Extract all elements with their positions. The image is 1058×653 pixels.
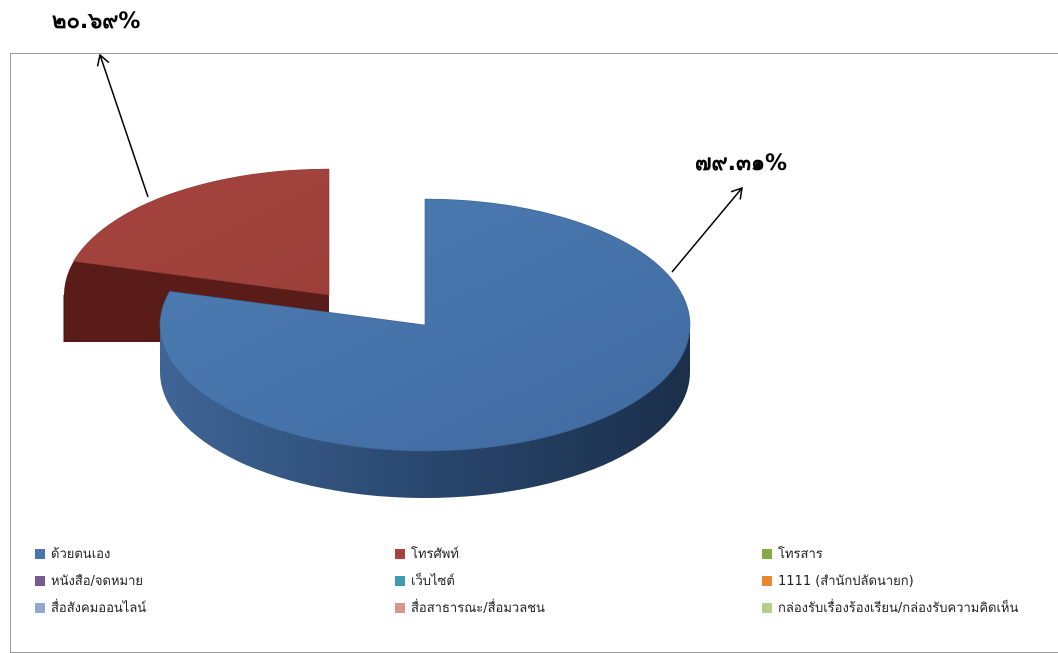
legend-item: โทรศัพท์ xyxy=(395,540,762,567)
pie-chart: ๗๙.๓๑% ๒๐.๖๙% xyxy=(52,9,787,498)
legend-label: หนังสือ/จดหมาย xyxy=(51,574,144,589)
legend-item: ด้วยตนเอง xyxy=(35,540,395,567)
data-label-self: ๗๙.๓๑% xyxy=(695,151,787,176)
legend-label: 1111 (สำนักปลัดนายก) xyxy=(778,574,914,589)
legend-label: เว็บไซต์ xyxy=(411,574,455,589)
legend-item: กล่องรับเรื่องร้องเรียน/กล่องรับความคิดเ… xyxy=(762,594,1058,621)
legend-item: สื่อสาธารณะ/สื่อมวลชน xyxy=(395,594,762,621)
legend-swatch xyxy=(762,575,772,586)
legend-item: สื่อสังคมออนไลน์ xyxy=(35,594,395,621)
slice-phone xyxy=(73,168,330,296)
chart-legend: ด้วยตนเอง โทรศัพท์ โทรสาร หนังสือ/จดหมาย… xyxy=(35,540,1058,636)
legend-item: 1111 (สำนักปลัดนายก) xyxy=(762,567,1058,594)
legend-swatch xyxy=(395,548,405,559)
legend-item: เว็บไซต์ xyxy=(395,567,762,594)
legend-swatch xyxy=(395,602,405,613)
legend-label: กล่องรับเรื่องร้องเรียน/กล่องรับความคิดเ… xyxy=(778,601,1019,616)
legend-label: ด้วยตนเอง xyxy=(51,547,111,562)
legend-swatch xyxy=(762,548,772,559)
legend-label: โทรสาร xyxy=(778,547,823,562)
leader-arrow-self xyxy=(671,186,743,273)
legend-swatch xyxy=(395,575,405,586)
legend-swatch xyxy=(35,602,45,613)
legend-item: โทรสาร xyxy=(762,540,1058,567)
legend-swatch xyxy=(35,548,45,559)
legend-label: สื่อสาธารณะ/สื่อมวลชน xyxy=(411,601,545,616)
data-label-phone: ๒๐.๖๙% xyxy=(52,9,140,34)
legend-label: สื่อสังคมออนไลน์ xyxy=(51,601,147,616)
slice-side-self xyxy=(160,325,690,498)
slice-self xyxy=(159,198,691,452)
legend-swatch xyxy=(762,602,772,613)
leader-arrow-phone xyxy=(96,53,149,198)
legend-item: หนังสือ/จดหมาย xyxy=(35,567,395,594)
legend-swatch xyxy=(35,575,45,586)
legend-label: โทรศัพท์ xyxy=(411,547,459,562)
